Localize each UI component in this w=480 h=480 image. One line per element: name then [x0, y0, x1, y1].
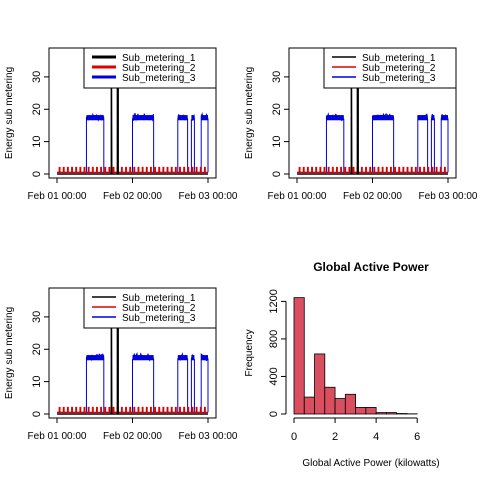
y-tick-label: 0	[271, 171, 283, 177]
histogram-bar	[334, 398, 346, 415]
series-sub-metering-2-line	[57, 406, 208, 414]
series-sub-metering-3-block	[86, 355, 104, 361]
y-tick-label: 800	[268, 330, 280, 348]
series-sub-metering-3-block	[177, 355, 188, 361]
series-sub-metering-3-block	[441, 115, 448, 121]
y-tick-label: 0	[31, 411, 43, 417]
histogram-bar	[385, 412, 398, 415]
legend-label: Sub_metering_3	[122, 313, 196, 324]
series-sub-metering-3-block	[326, 115, 344, 121]
legend-box	[323, 47, 457, 89]
legend-label: Sub_metering_2	[122, 303, 196, 314]
legend-label: Sub_metering_1	[122, 293, 196, 304]
legend-label: Sub_metering_1	[122, 53, 196, 64]
series-sub-metering-3-line	[57, 352, 209, 413]
y-axis-label: Frequency	[244, 329, 255, 376]
histogram-bar	[314, 353, 326, 415]
panel-bottom-right: 0 2 4 6 0 400 800 1200 Global Active Power Global…	[244, 260, 440, 469]
series-sub-metering-3-block	[132, 355, 154, 361]
y-tick-label: 20	[31, 103, 43, 115]
chart-title: Global Active Power	[313, 260, 429, 274]
y-tick-label: 20	[31, 343, 43, 355]
series-sub-metering-1-line	[57, 50, 208, 175]
legend-label: Sub_metering_3	[122, 73, 196, 84]
x-tick-label: Feb 01 00:00	[28, 191, 87, 202]
x-tick-label: Feb 01 00:00	[268, 191, 327, 202]
x-tick-label: Feb 02 00:00	[103, 431, 162, 442]
series-sub-metering-3-line	[297, 112, 449, 173]
y-tick-label: 10	[271, 136, 283, 148]
x-tick-label: 6	[414, 431, 420, 443]
panel-bottom-left: 0 10 20 30 Feb 01 00:00 Feb 02 00:00 Feb 03 00…	[4, 287, 238, 442]
y-tick-label: 30	[31, 71, 43, 83]
x-tick-label: Feb 03 00:00	[179, 431, 238, 442]
y-tick-label: 0	[31, 171, 43, 177]
x-tick-label: Feb 03 00:00	[179, 191, 238, 202]
y-tick-label: 1200	[268, 289, 280, 313]
series-sub-metering-3-block	[177, 115, 188, 121]
x-tick-label: 2	[332, 431, 338, 443]
panel-top-right: 0 10 20 30 Feb 01 00:00 Feb 02 00:00 Feb 03 00…	[244, 47, 478, 202]
y-axis-label: Energy sub metering	[4, 67, 15, 159]
y-tick-label: 20	[271, 103, 283, 115]
histogram-bar	[293, 297, 305, 415]
series-sub-metering-3-block	[86, 115, 104, 121]
y-tick-label: 30	[271, 71, 283, 83]
histogram-bar	[365, 407, 377, 415]
legend-label: Sub_metering_2	[122, 63, 196, 74]
x-tick-label: 0	[291, 431, 297, 443]
series-sub-metering-3-line	[57, 112, 209, 173]
series-sub-metering-1-line	[57, 290, 208, 415]
series-sub-metering-3-block	[191, 115, 195, 121]
y-tick-label: 10	[31, 136, 43, 148]
histogram-bar	[303, 396, 315, 415]
x-tick-label: Feb 02 00:00	[343, 191, 402, 202]
series-sub-metering-3-block	[372, 115, 394, 121]
y-axis-label: Energy sub metering	[4, 307, 15, 399]
y-tick-label: 0	[268, 411, 280, 417]
histogram-bar	[355, 407, 367, 415]
series-sub-metering-3-block	[191, 355, 195, 361]
x-tick-label: Feb 02 00:00	[103, 191, 162, 202]
histogram-bar	[324, 386, 336, 415]
series-sub-metering-3-block	[132, 115, 154, 121]
x-tick-label: 4	[373, 431, 379, 443]
x-tick-label: Feb 01 00:00	[28, 431, 87, 442]
y-tick-label: 400	[268, 367, 280, 385]
x-axis-label: Global Active Power (kilowatts)	[302, 458, 439, 469]
y-tick-label: 10	[31, 376, 43, 388]
y-tick-label: 30	[31, 311, 43, 323]
series-sub-metering-3-block	[201, 115, 208, 121]
histogram-bar	[344, 393, 357, 415]
series-sub-metering-1-line	[297, 50, 448, 175]
series-sub-metering-3-block	[431, 115, 435, 121]
legend-label: Sub_metering_2	[362, 63, 436, 74]
legend-box	[83, 287, 217, 329]
x-tick-label: Feb 03 00:00	[419, 191, 478, 202]
series-sub-metering-2-line	[297, 166, 448, 174]
series-sub-metering-3-block	[201, 355, 208, 361]
panel-top-left: 0 10 20 30 Feb 01 00:00 Feb 02 00:00 Feb 03 00…	[4, 47, 238, 202]
series-sub-metering-3-block	[417, 115, 428, 121]
legend-label: Sub_metering_3	[362, 73, 436, 84]
y-axis-label: Energy sub metering	[244, 67, 255, 159]
series-sub-metering-2-line	[57, 166, 208, 174]
legend-label: Sub_metering_1	[362, 53, 436, 64]
histogram-bar	[375, 412, 387, 415]
